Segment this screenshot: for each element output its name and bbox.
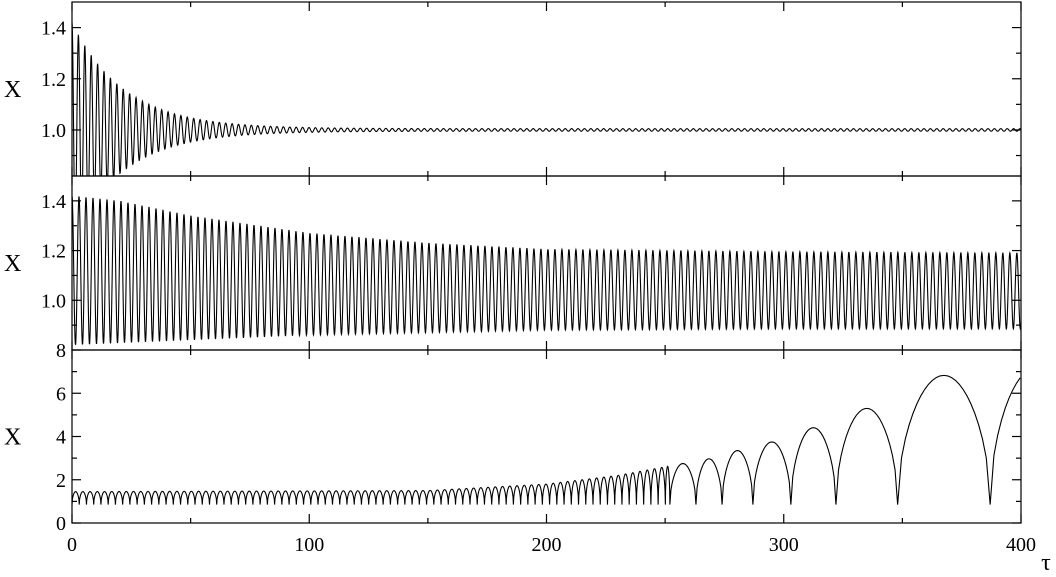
panel-middle: 1.0 1.2 1.4 X [4,175,1022,351]
y-tick-label: 4 [56,427,66,449]
panel-frame-top [71,1,1022,177]
x-tick-label: 400 [1006,534,1036,556]
y-tick-label: 1.2 [41,241,66,263]
x-tick-label: 200 [532,534,562,556]
y-tick-label: 1.0 [41,120,66,142]
y-axis-label: X [4,425,21,451]
y-tick-label: 1.4 [41,191,66,213]
series-line-bottom [72,374,1021,505]
x-tick-label: 300 [769,534,799,556]
y-tick-label: 1.0 [41,290,66,312]
panel-top: 1.0 1.2 1.4 X [4,1,1022,177]
y-tick-label: 6 [56,383,66,405]
series-line-middle [72,195,1021,345]
y-tick-label: 2 [56,470,66,492]
y-tick-label: 8 [56,340,66,362]
y-axis-label: X [4,77,21,103]
y-axis-label: X [4,251,21,277]
y-tick-label: 0 [56,513,66,535]
panel-frame-bottom [71,349,1022,524]
x-tick-label: 100 [294,534,324,556]
series-line-top [72,22,1021,176]
x-axis-label: τ [1041,550,1051,576]
y-tick-label: 1.4 [41,18,66,40]
y-tick-label: 1.2 [41,69,66,91]
x-tick-label: 0 [67,534,77,556]
